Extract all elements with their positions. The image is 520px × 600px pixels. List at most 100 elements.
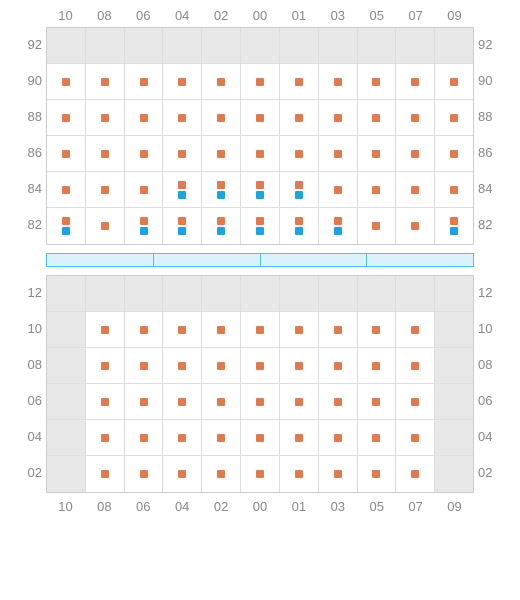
grid-cell[interactable] [202, 100, 241, 135]
grid-cell[interactable] [435, 172, 473, 207]
grid-cell[interactable] [358, 136, 397, 171]
grid-cell[interactable] [125, 384, 164, 419]
grid-cell[interactable] [319, 100, 358, 135]
grid-cell[interactable] [319, 312, 358, 347]
grid-cell[interactable] [280, 208, 319, 244]
grid-cell[interactable] [435, 136, 473, 171]
grid-cell[interactable] [396, 348, 435, 383]
grid-cell[interactable] [435, 100, 473, 135]
grid-cell[interactable] [396, 100, 435, 135]
grid-cell[interactable] [125, 456, 164, 492]
grid-cell[interactable] [163, 348, 202, 383]
grid-cell[interactable] [280, 100, 319, 135]
grid-cell[interactable] [241, 348, 280, 383]
grid-cell[interactable] [319, 208, 358, 244]
grid-cell[interactable] [86, 384, 125, 419]
grid-cell[interactable] [125, 348, 164, 383]
grid-cell[interactable] [202, 64, 241, 99]
grid-cell[interactable] [241, 172, 280, 207]
grid-cell[interactable] [47, 136, 86, 171]
grid-cell[interactable] [86, 312, 125, 347]
grid-cell[interactable] [280, 348, 319, 383]
grid-cell[interactable] [241, 64, 280, 99]
grid-cell[interactable] [396, 312, 435, 347]
grid-cell[interactable] [358, 208, 397, 244]
grid-cell[interactable] [396, 384, 435, 419]
grid-cell[interactable] [202, 312, 241, 347]
grid-cell[interactable] [396, 136, 435, 171]
grid-cell[interactable] [163, 136, 202, 171]
grid-cell[interactable] [241, 420, 280, 455]
grid-cell[interactable] [241, 136, 280, 171]
grid-cell[interactable] [47, 172, 86, 207]
grid-cell[interactable] [163, 100, 202, 135]
grid-cell[interactable] [163, 384, 202, 419]
grid-cell[interactable] [125, 172, 164, 207]
grid-cell[interactable] [125, 100, 164, 135]
grid-cell[interactable] [163, 420, 202, 455]
grid-cell[interactable] [202, 384, 241, 419]
grid-cell[interactable] [47, 208, 86, 244]
grid-cell[interactable] [396, 208, 435, 244]
grid-cell[interactable] [358, 348, 397, 383]
grid-cell[interactable] [202, 348, 241, 383]
grid-cell[interactable] [86, 172, 125, 207]
grid-cell[interactable] [319, 384, 358, 419]
grid-cell[interactable] [280, 420, 319, 455]
grid-cell[interactable] [396, 456, 435, 492]
grid-cell[interactable] [280, 172, 319, 207]
grid-cell[interactable] [86, 136, 125, 171]
grid-cell[interactable] [241, 100, 280, 135]
grid-cell[interactable] [86, 100, 125, 135]
grid-cell[interactable] [125, 136, 164, 171]
grid-cell[interactable] [202, 456, 241, 492]
grid-cell[interactable] [202, 420, 241, 455]
grid-cell[interactable] [163, 312, 202, 347]
grid-cell[interactable] [319, 64, 358, 99]
grid-cell[interactable] [358, 100, 397, 135]
grid-cell[interactable] [319, 456, 358, 492]
grid-cell[interactable] [86, 420, 125, 455]
grid-cell[interactable] [280, 64, 319, 99]
grid-cell[interactable] [47, 64, 86, 99]
grid-cell[interactable] [86, 348, 125, 383]
grid-cell[interactable] [280, 456, 319, 492]
grid-cell[interactable] [47, 100, 86, 135]
grid-cell[interactable] [241, 208, 280, 244]
grid-cell[interactable] [125, 420, 164, 455]
grid-cell[interactable] [125, 208, 164, 244]
grid-cell[interactable] [241, 384, 280, 419]
grid-cell[interactable] [202, 208, 241, 244]
grid-cell[interactable] [202, 136, 241, 171]
grid-cell[interactable] [319, 420, 358, 455]
grid-cell[interactable] [358, 172, 397, 207]
grid-cell[interactable] [86, 64, 125, 99]
grid-cell[interactable] [358, 384, 397, 419]
grid-cell[interactable] [163, 456, 202, 492]
grid-cell[interactable] [163, 172, 202, 207]
grid-cell[interactable] [358, 456, 397, 492]
grid-cell[interactable] [319, 172, 358, 207]
grid-cell[interactable] [202, 172, 241, 207]
grid-cell[interactable] [358, 420, 397, 455]
grid-cell[interactable] [396, 420, 435, 455]
grid-cell[interactable] [435, 64, 473, 99]
grid-cell[interactable] [435, 208, 473, 244]
grid-cell[interactable] [163, 208, 202, 244]
grid-cell[interactable] [86, 456, 125, 492]
grid-cell[interactable] [319, 348, 358, 383]
grid-cell[interactable] [396, 172, 435, 207]
grid-cell[interactable] [241, 312, 280, 347]
grid-cell[interactable] [86, 208, 125, 244]
grid-cell[interactable] [396, 64, 435, 99]
grid-cell[interactable] [319, 136, 358, 171]
grid-cell[interactable] [280, 136, 319, 171]
grid-cell[interactable] [125, 64, 164, 99]
grid-cell[interactable] [163, 64, 202, 99]
grid-cell[interactable] [358, 312, 397, 347]
grid-cell[interactable] [125, 312, 164, 347]
grid-cell[interactable] [241, 456, 280, 492]
grid-cell[interactable] [358, 64, 397, 99]
grid-cell[interactable] [280, 384, 319, 419]
grid-cell[interactable] [280, 312, 319, 347]
